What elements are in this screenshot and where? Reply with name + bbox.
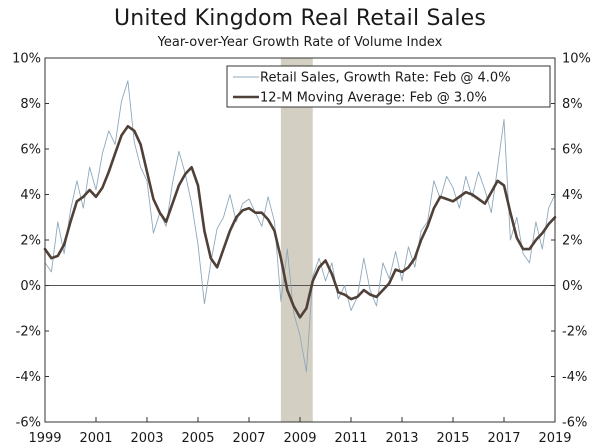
chart-title: United Kingdom Real Retail Sales <box>113 6 487 31</box>
retail-sales-line <box>44 80 556 373</box>
y-tick-label-right: -6% <box>562 416 587 431</box>
legend-label-moving-average: 12-M Moving Average: Feb @ 3.0% <box>260 91 487 106</box>
y-tick-label-left: -4% <box>16 370 41 385</box>
y-tick-label-right: 2% <box>562 234 583 249</box>
x-tick-label: 2007 <box>232 431 265 446</box>
y-tick-label-left: 4% <box>20 188 41 203</box>
x-tick-label: 2013 <box>385 431 418 446</box>
y-tick-label-right: 8% <box>562 97 583 112</box>
y-tick-label-left: 0% <box>20 279 41 294</box>
y-tick-label-right: 10% <box>562 52 591 67</box>
y-tick-label-left: 6% <box>20 143 41 158</box>
moving-average-line <box>43 125 557 319</box>
y-tick-label-left: -2% <box>16 325 41 340</box>
x-tick-label: 2017 <box>487 431 520 446</box>
x-tick-label: 2001 <box>79 431 112 446</box>
y-tick-label-right: 0% <box>562 279 583 294</box>
x-tick-label: 2009 <box>283 431 316 446</box>
y-tick-label-left: 10% <box>12 52 41 67</box>
x-tick-label: 2005 <box>181 431 214 446</box>
y-tick-label-right: 6% <box>562 143 583 158</box>
x-tick-label: 2019 <box>538 431 571 446</box>
chart-subtitle: Year-over-Year Growth Rate of Volume Ind… <box>157 35 443 50</box>
legend-label-retail-sales: Retail Sales, Growth Rate: Feb @ 4.0% <box>260 71 511 86</box>
x-tick-label: 2011 <box>334 431 367 446</box>
x-tick-label: 2003 <box>130 431 163 446</box>
y-tick-label-left: 8% <box>20 97 41 112</box>
y-tick-label-right: 4% <box>562 188 583 203</box>
y-tick-label-right: -4% <box>562 370 587 385</box>
legend-box <box>226 65 551 108</box>
x-tick-label: 2015 <box>436 431 469 446</box>
y-tick-label-left: -6% <box>16 416 41 431</box>
y-tick-label-right: -2% <box>562 325 587 340</box>
recession-shade <box>280 58 313 422</box>
y-tick-label-left: 2% <box>20 234 41 249</box>
x-tick-label: 1999 <box>28 431 61 446</box>
